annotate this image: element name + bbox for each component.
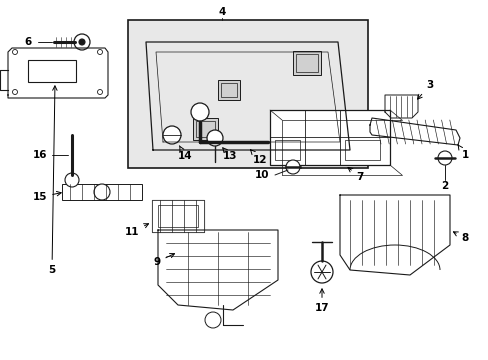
Text: 8: 8 [452,232,468,243]
Bar [152,200,203,232]
Text: 5: 5 [48,86,57,275]
Circle shape [163,126,181,144]
Circle shape [97,50,102,54]
Bar [221,83,237,97]
Text: 16: 16 [33,150,47,160]
Text: 9: 9 [153,253,174,267]
Circle shape [310,261,332,283]
Bar [292,51,320,75]
Text: 12: 12 [250,150,267,165]
Bar [295,54,317,72]
Bar [269,110,389,165]
Text: 10: 10 [254,170,269,180]
Text: 1: 1 [457,145,468,160]
Circle shape [437,151,451,165]
Circle shape [191,103,208,121]
Text: 3: 3 [417,80,433,99]
Bar [128,20,367,168]
Circle shape [13,90,18,95]
Circle shape [97,90,102,95]
Bar [62,184,142,200]
Text: 13: 13 [222,148,237,161]
Circle shape [65,173,79,187]
Text: 7: 7 [347,167,363,182]
Bar [218,80,240,100]
Circle shape [204,312,221,328]
Bar [345,140,379,160]
Bar [274,140,299,160]
Circle shape [13,50,18,54]
Circle shape [206,130,223,146]
Bar [193,118,218,140]
Bar [28,60,76,82]
Circle shape [74,34,90,50]
Circle shape [285,160,299,174]
Text: 11: 11 [124,224,148,237]
Text: 4: 4 [218,7,225,17]
Circle shape [79,39,85,45]
Text: 14: 14 [177,146,192,161]
Circle shape [94,184,110,200]
Text: 17: 17 [314,289,328,313]
Text: 6: 6 [24,37,32,47]
Bar [152,200,203,232]
Bar [196,121,215,137]
Text: 2: 2 [441,181,447,191]
Text: 15: 15 [33,192,61,202]
Bar [158,205,198,227]
